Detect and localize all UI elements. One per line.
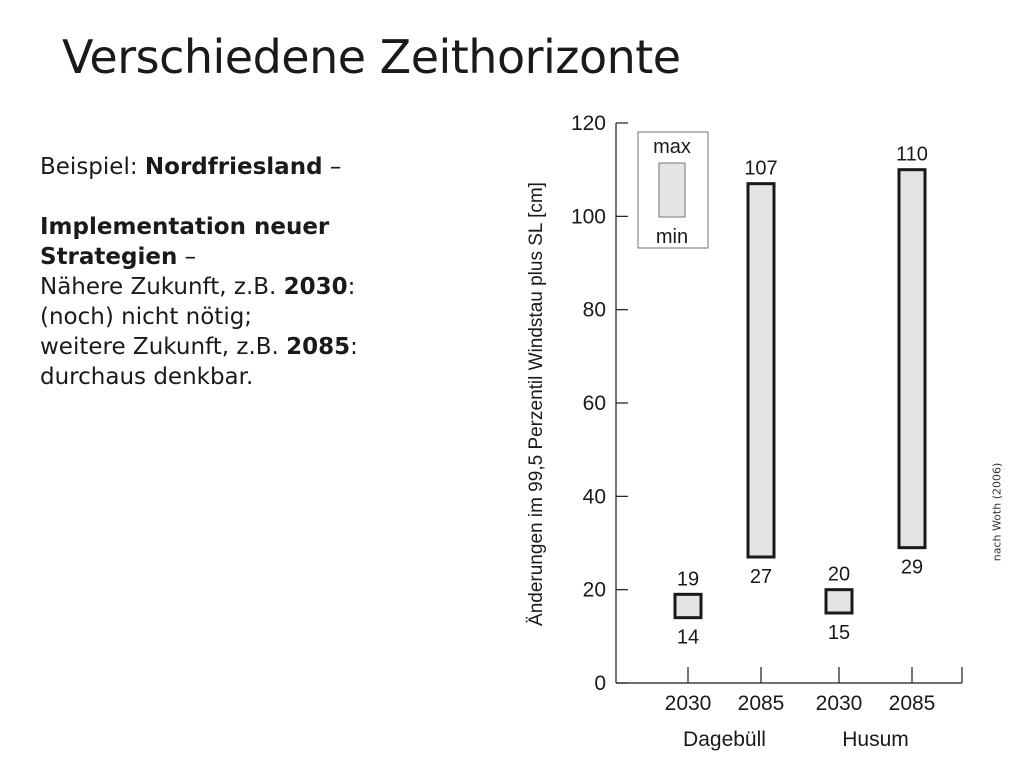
x-tick-label: 2085 <box>738 692 785 715</box>
range-bar <box>746 182 776 559</box>
bar-max-label: 20 <box>828 564 850 586</box>
bar-min-label: 14 <box>677 627 699 649</box>
conceivable-line: durchaus denkbar. <box>40 364 254 390</box>
strategy-heading: Implementation neuer Strategien <box>40 214 330 270</box>
y-tick-label: 60 <box>583 392 606 415</box>
x-tick-label: 2030 <box>816 692 863 715</box>
y-tick-label: 80 <box>583 299 606 322</box>
slide-body: Beispiel: Nordfriesland – Implementation… <box>40 152 460 392</box>
legend-max-label: max <box>653 136 691 158</box>
far-year: 2085 <box>286 334 351 360</box>
not-needed-line: (noch) nicht nötig; <box>40 304 253 330</box>
bar-max-label: 19 <box>677 568 699 590</box>
range-bar <box>673 592 703 620</box>
bar-max-label: 110 <box>896 144 928 166</box>
bar-min-label: 29 <box>901 557 923 579</box>
x-tick-label: 2085 <box>889 692 936 715</box>
slide-title: Verschiedene Zeithorizonte <box>62 30 681 84</box>
example-prefix: Beispiel: <box>40 154 145 180</box>
bar-min-label: 15 <box>828 622 850 644</box>
region-name: Nordfriesland <box>144 154 323 180</box>
near-year: 2030 <box>283 274 348 300</box>
far-future-line: weitere Zukunft, z.B. 2085: <box>40 332 460 362</box>
range-bar <box>897 168 927 550</box>
x-group-label: Husum <box>842 728 909 751</box>
y-tick-label: 20 <box>583 579 606 602</box>
x-tick-label: 2030 <box>665 692 712 715</box>
near-future-suffix: : <box>347 274 356 300</box>
bar-max-label: 107 <box>744 158 777 180</box>
example-suffix: – <box>322 154 342 180</box>
strategy-suffix: – <box>177 244 197 270</box>
x-group-label: Dagebüll <box>683 728 766 751</box>
far-future-prefix: weitere Zukunft, z.B. <box>40 334 287 360</box>
strategy-line: Implementation neuer Strategien – <box>40 212 460 272</box>
range-bar <box>824 588 854 615</box>
example-line: Beispiel: Nordfriesland – <box>40 152 460 182</box>
range-bar-chart: 0 20 40 60 80 100 120 2030 2085 2030 2085 Dagebüll H… <box>571 112 963 751</box>
y-tick-label: 120 <box>571 112 606 135</box>
legend-min-label: min <box>656 226 688 248</box>
y-tick-label: 100 <box>571 205 606 228</box>
legend-swatch <box>658 162 686 218</box>
near-future-line: Nähere Zukunft, z.B. 2030: <box>40 272 460 302</box>
bar-min-label: 27 <box>750 566 772 588</box>
far-future-suffix: : <box>350 334 358 360</box>
y-tick-label: 40 <box>583 485 606 508</box>
source-credit: nach Woth (2006) <box>990 462 1004 562</box>
y-tick-label: 0 <box>594 672 606 695</box>
spacer <box>40 182 460 212</box>
near-future-prefix: Nähere Zukunft, z.B. <box>40 274 284 300</box>
